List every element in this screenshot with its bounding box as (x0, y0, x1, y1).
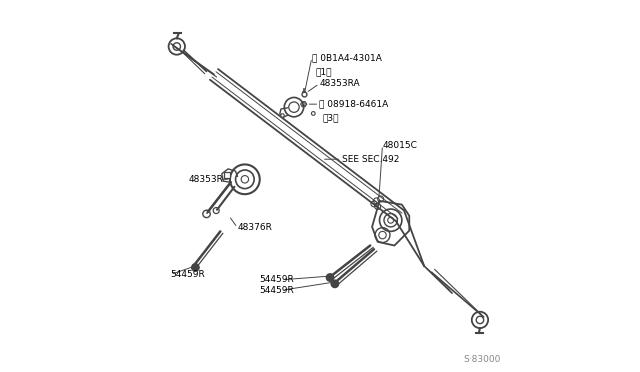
Circle shape (191, 264, 199, 271)
Text: S·83000: S·83000 (463, 355, 500, 364)
Circle shape (331, 280, 339, 288)
Text: SEE SEC.492: SEE SEC.492 (342, 155, 399, 164)
Text: 48353RA: 48353RA (319, 79, 360, 88)
Text: Ⓑ 0B1A4-4301A: Ⓑ 0B1A4-4301A (312, 53, 381, 62)
Text: 54459R: 54459R (170, 270, 205, 279)
Text: 48015C: 48015C (383, 141, 417, 150)
Circle shape (326, 274, 334, 281)
Text: 48376R: 48376R (237, 223, 272, 232)
Text: Ⓝ 08918-6461A: Ⓝ 08918-6461A (319, 100, 388, 109)
Text: 48353R: 48353R (189, 175, 224, 184)
Text: 54459R: 54459R (260, 286, 294, 295)
Text: （1）: （1） (316, 67, 332, 76)
Text: （3）: （3） (323, 113, 339, 122)
Text: 54459R: 54459R (260, 275, 294, 284)
